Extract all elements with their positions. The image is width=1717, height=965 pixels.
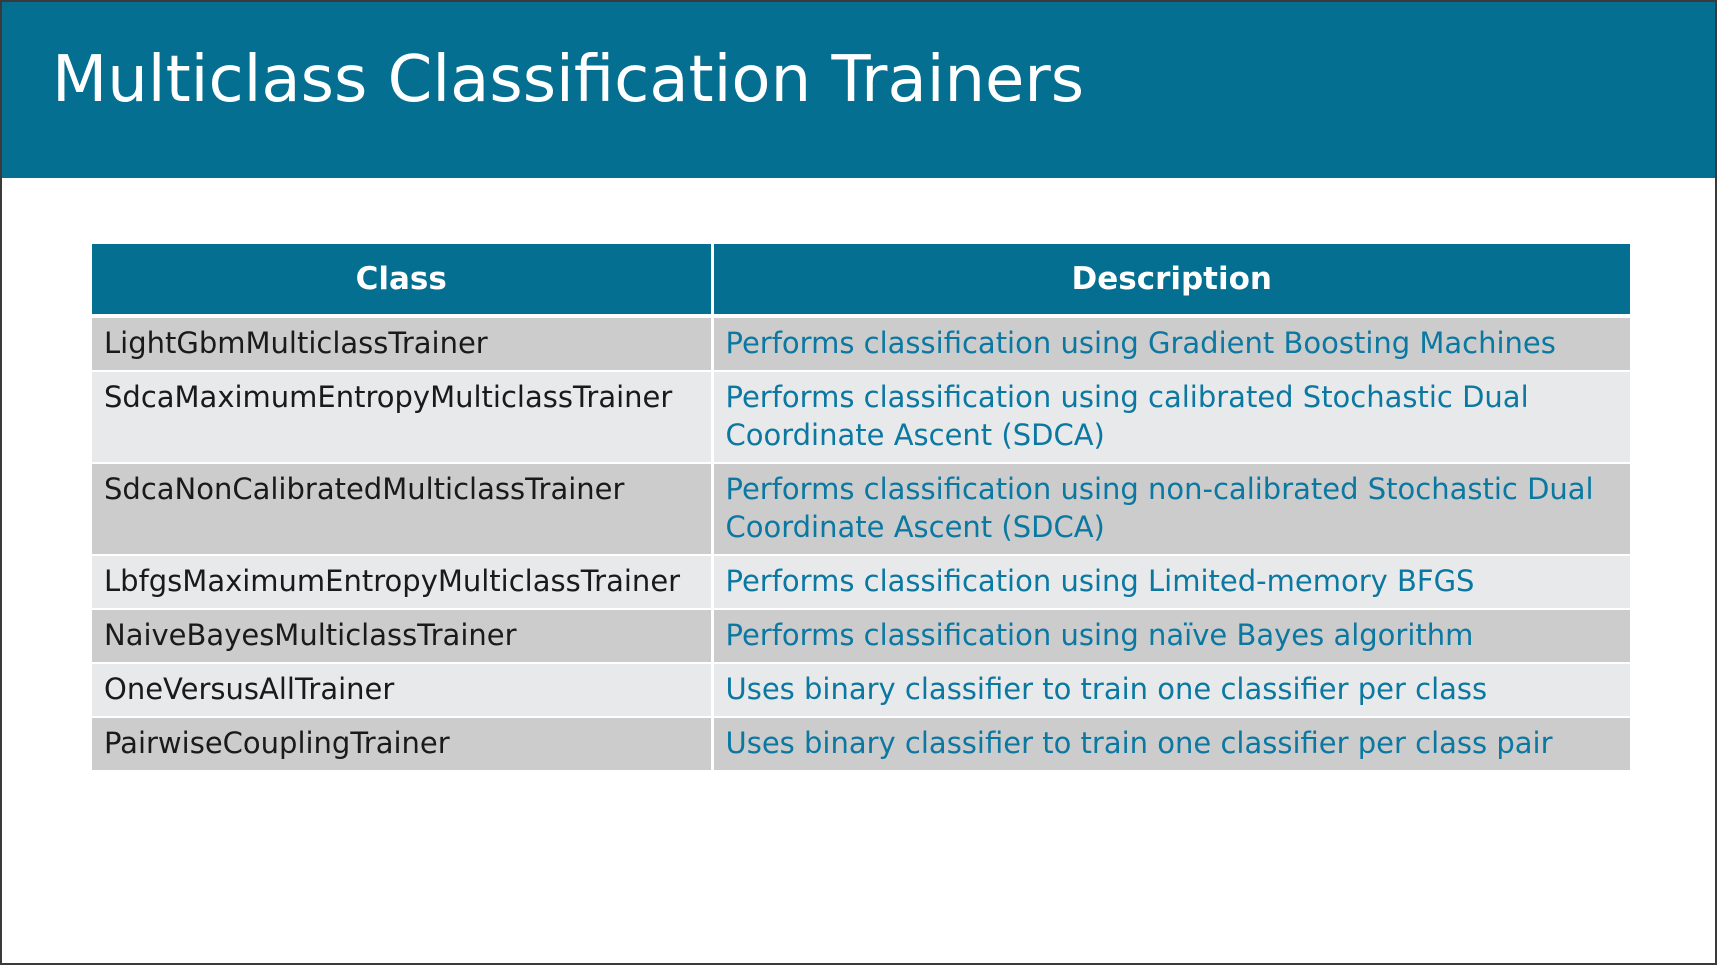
- table-row: LightGbmMulticlassTrainer Performs class…: [92, 316, 1630, 372]
- description-cell: Performs classification using Limited-me…: [712, 555, 1630, 610]
- class-cell: LightGbmMulticlassTrainer: [92, 316, 714, 372]
- class-cell: SdcaNonCalibratedMulticlassTrainer: [92, 463, 714, 556]
- title-bar: Multiclass Classification Trainers: [2, 2, 1715, 178]
- column-header-description: Description: [712, 244, 1630, 318]
- slide-title: Multiclass Classification Trainers: [52, 43, 1085, 117]
- table-row: SdcaMaximumEntropyMulticlassTrainer Perf…: [92, 371, 1630, 464]
- table-row: SdcaNonCalibratedMulticlassTrainer Perfo…: [92, 463, 1630, 556]
- description-cell: Performs classification using naïve Baye…: [712, 609, 1630, 664]
- trainers-table: Class Description LightGbmMulticlassTrai…: [92, 244, 1630, 772]
- description-cell: Uses binary classifier to train one clas…: [712, 663, 1630, 718]
- column-header-class: Class: [92, 244, 714, 318]
- class-cell: OneVersusAllTrainer: [92, 663, 714, 718]
- description-cell: Performs classification using calibrated…: [712, 371, 1630, 464]
- description-cell: Uses binary classifier to train one clas…: [712, 717, 1630, 772]
- class-cell: NaiveBayesMulticlassTrainer: [92, 609, 714, 664]
- table-row: NaiveBayesMulticlassTrainer Performs cla…: [92, 609, 1630, 664]
- table-row: PairwiseCouplingTrainer Uses binary clas…: [92, 717, 1630, 772]
- table-header-row: Class Description: [92, 244, 1630, 318]
- class-cell: SdcaMaximumEntropyMulticlassTrainer: [92, 371, 714, 464]
- class-cell: PairwiseCouplingTrainer: [92, 717, 714, 772]
- description-cell: Performs classification using Gradient B…: [712, 316, 1630, 372]
- table-row: LbfgsMaximumEntropyMulticlassTrainer Per…: [92, 555, 1630, 610]
- description-cell: Performs classification using non-calibr…: [712, 463, 1630, 556]
- table-row: OneVersusAllTrainer Uses binary classifi…: [92, 663, 1630, 718]
- class-cell: LbfgsMaximumEntropyMulticlassTrainer: [92, 555, 714, 610]
